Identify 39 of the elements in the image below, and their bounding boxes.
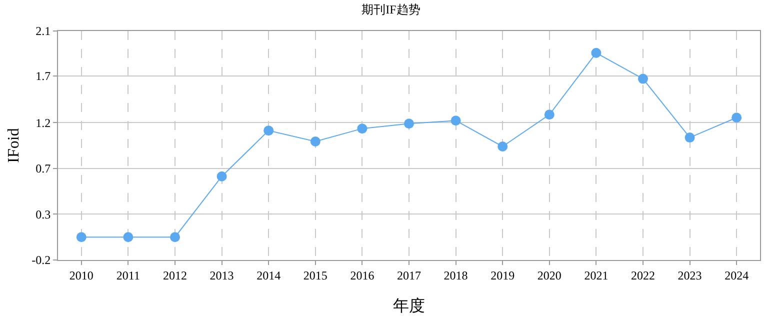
- y-tick-label: 1.2: [36, 116, 51, 130]
- x-tick-label: 2013: [210, 268, 234, 282]
- point: [264, 126, 274, 136]
- x-tick-label: 2023: [678, 268, 702, 282]
- y-tick-label: 0.3: [36, 207, 51, 222]
- x-tick-label: 2014: [256, 268, 281, 282]
- x-tick-label: 2016: [350, 268, 374, 282]
- point: [310, 136, 320, 147]
- y-tick-label: -0.2: [32, 253, 51, 268]
- x-tick-label: 2024: [724, 268, 749, 282]
- x-tick-label: 2010: [69, 268, 94, 282]
- point: [450, 116, 461, 126]
- point: [123, 232, 134, 242]
- point: [732, 112, 742, 123]
- x-tick-label: 2018: [444, 268, 468, 282]
- point: [404, 118, 414, 129]
- point: [170, 232, 180, 242]
- y-tick-label: 2.1: [36, 24, 51, 38]
- point: [357, 124, 368, 134]
- point: [591, 48, 602, 58]
- point: [76, 232, 86, 242]
- point: [684, 132, 695, 143]
- point: [638, 74, 648, 84]
- x-tick-label: 2017: [397, 268, 421, 282]
- x-tick-label: 2022: [631, 268, 655, 282]
- chart-title: 期刊IF趋势: [362, 2, 420, 16]
- x-axis-title: 年度: [393, 297, 425, 316]
- point: [544, 110, 554, 120]
- x-tick-label: 2011: [116, 268, 140, 282]
- x-tick-label: 2020: [537, 268, 562, 282]
- x-tick-label: 2015: [303, 268, 328, 282]
- y-axis-title: IFoid: [6, 128, 22, 163]
- y-tick-label: 0.7: [36, 162, 51, 176]
- point: [498, 142, 508, 152]
- x-tick-label: 2021: [584, 268, 608, 282]
- x-tick-label: 2019: [490, 268, 515, 282]
- y-tick-label: 1.7: [36, 69, 51, 83]
- point: [216, 171, 227, 182]
- x-tick-label: 2012: [163, 268, 187, 282]
